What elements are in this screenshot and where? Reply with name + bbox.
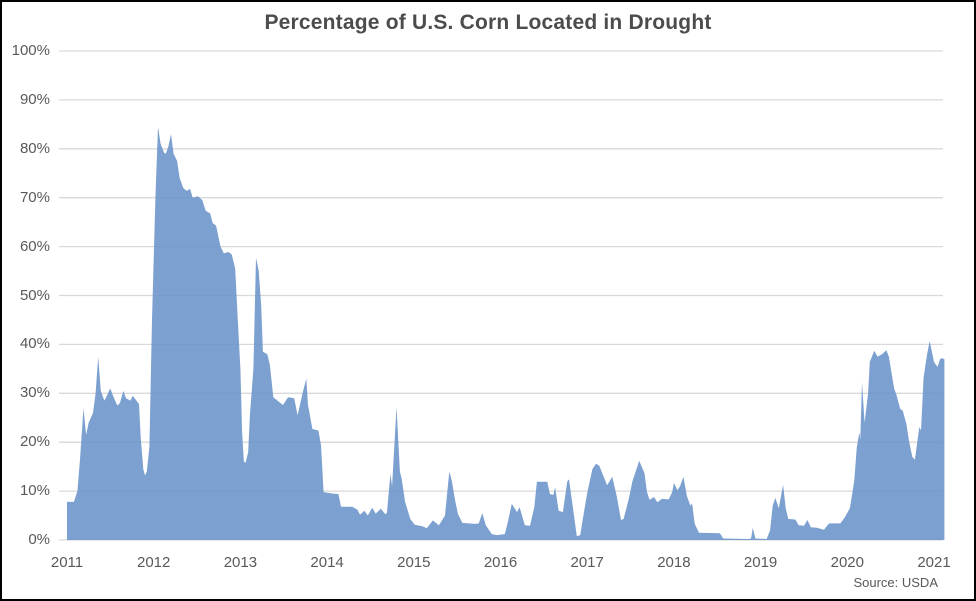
x-axis-tick-label: 2016 bbox=[483, 554, 518, 571]
x-axis-tick-label: 2015 bbox=[397, 554, 431, 571]
y-axis-tick-label: 50% bbox=[19, 286, 50, 304]
x-axis-tick-label: 2013 bbox=[223, 554, 258, 571]
y-axis-tick-label: 40% bbox=[19, 335, 50, 353]
x-axis-tick-label: 2011 bbox=[50, 554, 84, 571]
source-note: Source: USDA bbox=[853, 575, 938, 590]
y-axis-tick-label: 0% bbox=[28, 531, 50, 548]
x-axis-tick-label: 2017 bbox=[570, 554, 604, 571]
y-axis-tick-label: 80% bbox=[19, 139, 50, 157]
chart-title: Percentage of U.S. Corn Located in Droug… bbox=[264, 11, 712, 34]
area-series bbox=[67, 126, 945, 541]
x-axis-tick-label: 2012 bbox=[137, 554, 171, 571]
y-axis-tick-label: 70% bbox=[19, 188, 50, 206]
x-axis-tick-label: 2018 bbox=[657, 554, 691, 571]
x-axis-tick-label: 2019 bbox=[743, 554, 778, 571]
y-axis-tick-label: 100% bbox=[11, 42, 50, 59]
y-axis-tick-label: 10% bbox=[19, 482, 50, 500]
x-axis-tick-label: 2021 bbox=[917, 554, 951, 571]
x-axis-tick-label: 2014 bbox=[310, 554, 344, 571]
y-axis-tick-label: 20% bbox=[19, 433, 50, 451]
y-axis-tick-label: 30% bbox=[19, 384, 50, 402]
y-axis-tick-label: 60% bbox=[19, 237, 50, 255]
y-axis-tick-label: 90% bbox=[19, 90, 50, 108]
x-axis-tick-label: 2020 bbox=[830, 554, 864, 571]
